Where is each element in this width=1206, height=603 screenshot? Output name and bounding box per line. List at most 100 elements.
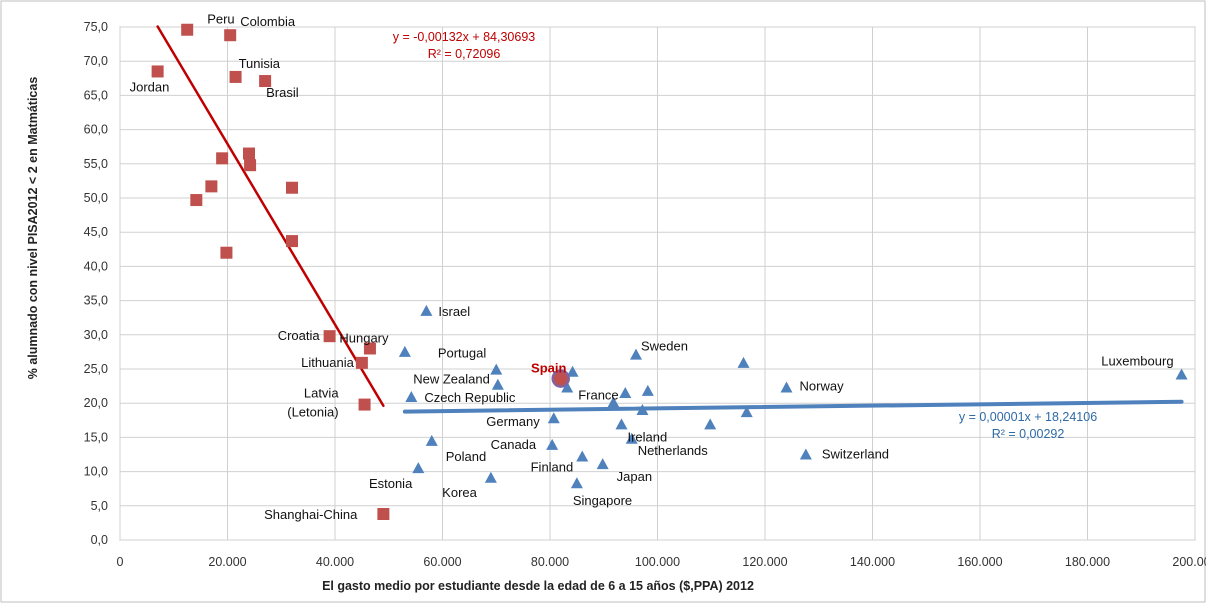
y-tick-label: 15,0: [84, 430, 108, 444]
trend-r2-red: R² = 0,72096: [428, 47, 501, 61]
point-label: Shanghai-China: [264, 507, 358, 522]
spain-label: Spain: [531, 361, 566, 376]
triangle-marker: [641, 384, 654, 396]
square-marker: [286, 235, 298, 248]
x-tick-label: 40.000: [316, 555, 354, 569]
point-label: Netherlands: [638, 443, 709, 458]
point-label: Ireland: [627, 429, 667, 444]
triangle-marker: [780, 381, 793, 393]
triangle-marker: [704, 418, 717, 430]
triangle-marker: [405, 391, 418, 403]
triangle-marker: [490, 363, 503, 375]
triangle-marker: [1175, 368, 1188, 380]
x-tick-label: 20.000: [208, 555, 246, 569]
square-marker: [220, 246, 233, 259]
triangle-marker: [625, 432, 638, 444]
y-axis-title: % alumnado con nivel PISA2012 < 2 en Mat…: [26, 77, 40, 380]
square-marker: [259, 75, 272, 88]
triangle-marker: [630, 348, 642, 360]
square-marker: [243, 147, 255, 160]
triangle-marker: [547, 412, 560, 424]
y-tick-label: 30,0: [84, 328, 108, 342]
triangle-marker: [425, 434, 438, 446]
square-marker: [216, 152, 229, 165]
point-label: Czech Republic: [424, 390, 516, 405]
triangle-marker: [615, 418, 628, 430]
tick-labels: 0,0 5,0 10,0 15,0 20,0 25,0 30,0 35,0 40,0 45,0 50…: [84, 20, 1206, 569]
point-label: Japan: [617, 469, 652, 484]
point-label: Lithuania: [301, 355, 355, 370]
square-marker: [323, 330, 336, 343]
y-tick-label: 60,0: [84, 123, 108, 137]
point-labels: Peru Colombia Jordan Tunisia Brasil Croatia Hu…: [130, 12, 1174, 522]
square-marker: [229, 70, 242, 83]
square-marker: [224, 29, 237, 42]
data-points: [151, 23, 1188, 521]
triangle-marker: [636, 404, 649, 416]
y-tick-label: 50,0: [84, 191, 108, 205]
triangle-marker: [570, 477, 583, 489]
point-label: Tunisia: [239, 56, 281, 71]
triangle-marker: [619, 386, 632, 398]
trendline: [402, 399, 1184, 414]
triangle-marker: [740, 406, 753, 418]
square-marker: [181, 23, 194, 36]
x-axis-title: El gasto medio por estudiante desde la e…: [322, 579, 754, 593]
y-tick-label: 5,0: [91, 499, 108, 513]
point-label: Peru: [207, 12, 234, 27]
square-marker: [363, 342, 376, 355]
point-label: New Zealand: [413, 372, 490, 387]
triangle-marker: [596, 458, 609, 470]
point-label: Israel: [438, 304, 470, 319]
point-label: Germany: [486, 414, 540, 429]
square-marker: [377, 508, 390, 521]
square-marker: [205, 180, 218, 193]
x-tick-label: 140.000: [850, 555, 895, 569]
x-tick-label: 180.000: [1065, 555, 1110, 569]
square-marker: [286, 181, 298, 194]
latvia-annotation: (Letonia): [287, 405, 338, 420]
square-marker: [244, 159, 257, 172]
y-tick-label: 45,0: [84, 225, 108, 239]
x-tick-label: 160.000: [957, 555, 1002, 569]
triangle-marker: [420, 304, 433, 316]
triangle-marker: [737, 356, 750, 368]
x-tick-label: 120.000: [742, 555, 787, 569]
y-tick-label: 75,0: [84, 20, 108, 34]
triangle-marker: [799, 448, 812, 460]
y-tick-label: 40,0: [84, 259, 108, 273]
y-tick-label: 0,0: [91, 533, 108, 547]
y-tick-label: 10,0: [84, 465, 108, 479]
triangle-marker: [491, 378, 504, 390]
x-tick-label: 60.000: [423, 555, 461, 569]
trend-r2-blue: R² = 0,00292: [992, 427, 1065, 441]
square-marker: [355, 356, 368, 369]
trend-equation-red: y = -0,00132x + 84,30693: [393, 30, 536, 44]
point-label: Poland: [446, 449, 486, 464]
y-tick-label: 20,0: [84, 396, 108, 410]
y-tick-label: 70,0: [84, 54, 108, 68]
point-label: France: [578, 387, 618, 402]
point-label: Hungary: [339, 330, 389, 345]
point-label: Portugal: [438, 346, 487, 361]
point-label: Norway: [800, 378, 845, 393]
y-tick-label: 65,0: [84, 88, 108, 102]
point-label: Canada: [491, 437, 537, 452]
trend-equation-blue: y = 0,00001x + 18,24106: [959, 410, 1097, 424]
point-label: Brasil: [266, 85, 299, 100]
point-label: Jordan: [130, 79, 170, 94]
square-marker: [358, 398, 371, 411]
y-tick-label: 35,0: [84, 294, 108, 308]
point-label: Luxembourg: [1101, 353, 1173, 368]
y-tick-label: 55,0: [84, 157, 108, 171]
triangle-marker: [398, 345, 411, 357]
square-marker: [190, 194, 203, 207]
point-label: Latvia: [304, 386, 339, 401]
point-label: Finland: [531, 460, 574, 475]
x-tick-label: 200.000: [1172, 555, 1206, 569]
triangle-marker: [566, 365, 579, 377]
point-label: Estonia: [369, 476, 413, 491]
trendlines: [156, 25, 1184, 414]
point-label: Colombia: [240, 14, 296, 29]
